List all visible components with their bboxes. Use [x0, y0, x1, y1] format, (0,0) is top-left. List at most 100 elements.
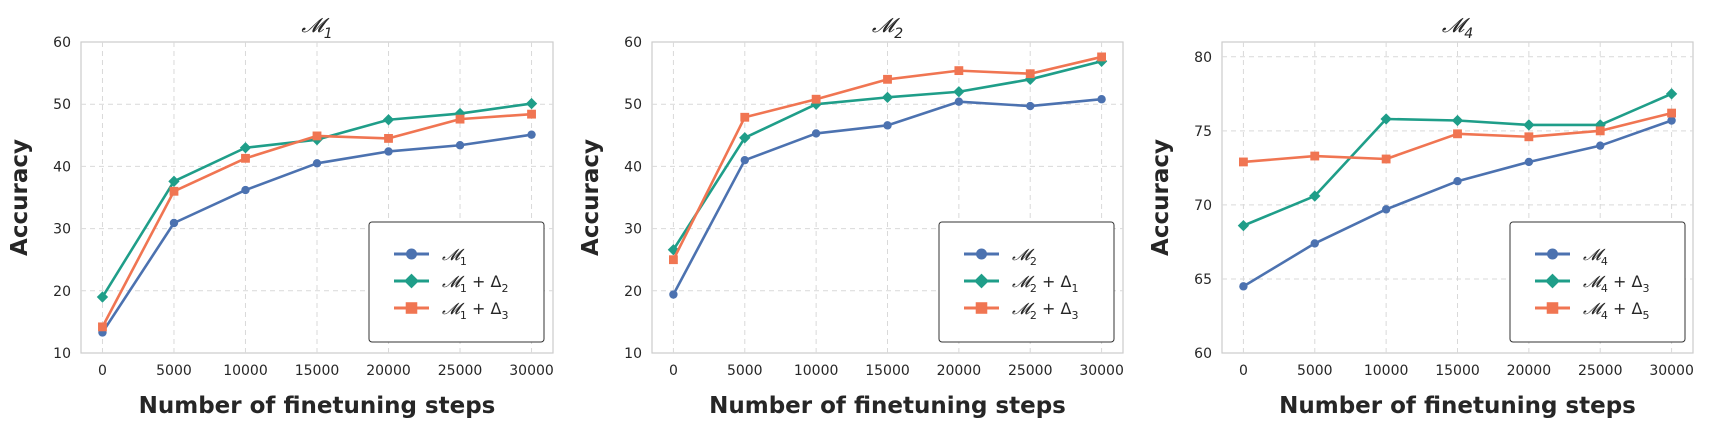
x-tick-label: 10000 [1364, 363, 1409, 379]
data-point [98, 322, 107, 332]
series-3 [1238, 108, 1677, 167]
data-point [169, 218, 179, 228]
data-point [954, 66, 964, 76]
legend-marker [1547, 248, 1558, 260]
data-point [1665, 88, 1678, 100]
data-point [239, 142, 252, 154]
panel-title: 𝓜2​ [872, 13, 903, 42]
x-tick-label: 0 [669, 363, 678, 379]
series-3 [668, 52, 1107, 265]
legend-label: 𝓜2​ + Δ1​ [1012, 272, 1078, 295]
data-point [455, 141, 465, 150]
data-point [1025, 69, 1035, 79]
x-tick-label: 0 [98, 363, 107, 379]
legend: 𝓜2​ 𝓜2​ + Δ1​ 𝓜2​ + Δ3​ [938, 221, 1115, 343]
data-point [1453, 129, 1462, 139]
data-point [1667, 108, 1677, 118]
legend: 𝓜1​ 𝓜1​ + Δ2​ 𝓜1​ + Δ3​ [368, 221, 545, 343]
y-tick-label: 10 [624, 346, 642, 362]
data-point [1524, 157, 1534, 167]
data-point [953, 86, 965, 98]
data-point [668, 255, 678, 265]
data-point [527, 130, 536, 139]
data-point [1380, 113, 1392, 125]
legend-marker [975, 302, 988, 314]
legend-label: 𝓜2​ + Δ3​ [1012, 299, 1078, 322]
data-point [1523, 119, 1535, 131]
legend-label: 𝓜1​ + Δ3​ [442, 299, 508, 322]
y-tick-label: 65 [1194, 272, 1212, 288]
y-axis-title: Accuracy [7, 139, 33, 256]
x-tick-label: 25000 [1008, 363, 1053, 379]
data-point [384, 134, 393, 143]
series-1 [98, 130, 536, 337]
data-point [1667, 116, 1676, 125]
x-tick-label: 30000 [509, 363, 554, 379]
data-point [811, 129, 821, 138]
x-tick-label: 10000 [794, 363, 839, 379]
y-axis-title: Accuracy [578, 139, 604, 256]
data-point [312, 131, 322, 141]
data-point [241, 185, 250, 195]
series-3 [98, 109, 536, 332]
series-1 [1239, 116, 1676, 291]
data-point [740, 155, 749, 165]
y-tick-label: 60 [53, 35, 71, 51]
data-point [883, 121, 892, 130]
chart-panel-3: 60 65 70 75 80 0 5000 10000 15000 20000 25000 30000… [1148, 13, 1694, 419]
data-point [1239, 282, 1248, 291]
series-2 [667, 55, 1108, 256]
legend-label: 𝓜1​ [442, 245, 467, 268]
legend-marker [974, 273, 989, 289]
y-tick-label: 80 [1194, 50, 1212, 66]
y-tick-label: 40 [624, 159, 642, 175]
x-tick-label: 10000 [223, 363, 268, 379]
data-point [241, 153, 250, 163]
data-point [384, 147, 393, 156]
data-point [1238, 157, 1248, 167]
data-point [525, 97, 538, 110]
y-tick-label: 30 [624, 222, 642, 238]
legend-marker [405, 302, 418, 314]
x-tick-label: 30000 [1079, 363, 1124, 379]
y-tick-label: 30 [53, 222, 71, 238]
y-tick-label: 70 [1194, 198, 1212, 214]
legend-marker [406, 248, 417, 260]
x-tick-label: 5000 [727, 363, 763, 379]
series-1 [669, 95, 1106, 299]
data-point [312, 159, 322, 168]
data-point [1524, 132, 1534, 142]
x-tick-label: 25000 [1578, 363, 1623, 379]
x-tick-label: 5000 [156, 363, 192, 379]
data-point [1309, 190, 1321, 202]
data-point [1453, 177, 1462, 186]
data-point [881, 91, 894, 104]
y-tick-label: 60 [1194, 346, 1212, 362]
x-tick-label: 15000 [865, 363, 910, 379]
x-tick-label: 20000 [937, 363, 982, 379]
data-point [1310, 239, 1319, 248]
x-tick-label: 15000 [295, 363, 340, 379]
legend-marker [976, 248, 987, 260]
data-point [1596, 141, 1605, 150]
data-point [669, 290, 678, 299]
data-point [1097, 52, 1107, 62]
chart-panel-2: 10 20 30 40 50 60 0 5000 10000 15000 20000 25000 300… [578, 13, 1124, 419]
data-point [1097, 95, 1106, 104]
x-tick-label: 5000 [1297, 363, 1333, 379]
legend-label: 𝓜2​ [1012, 245, 1037, 268]
y-tick-label: 60 [624, 35, 642, 51]
x-tick-label: 30000 [1649, 363, 1694, 379]
data-point [1381, 205, 1391, 214]
x-axis-title: Number of finetuning steps [709, 393, 1066, 419]
data-point [168, 175, 180, 187]
data-point [527, 109, 536, 119]
data-point [382, 114, 395, 126]
data-point [1237, 219, 1250, 232]
data-point [1381, 154, 1391, 164]
legend-marker [1546, 302, 1559, 314]
data-point [739, 132, 751, 144]
y-tick-label: 50 [53, 97, 71, 113]
y-axis-title: Accuracy [1148, 139, 1174, 256]
y-tick-label: 10 [53, 346, 71, 362]
